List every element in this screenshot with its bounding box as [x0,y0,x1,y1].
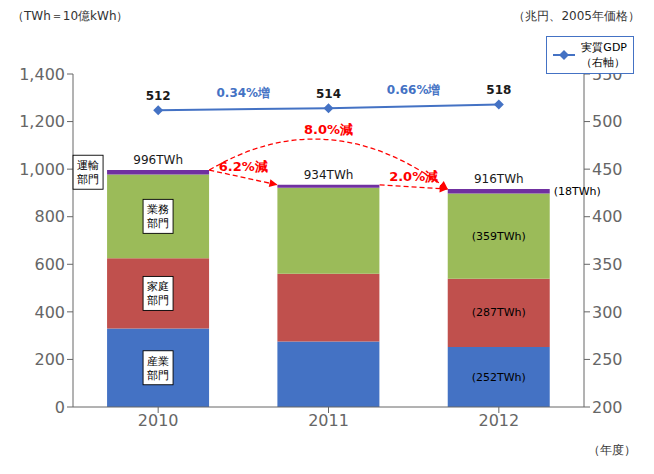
html-text:（兆円、2005年価格）: （兆円、2005年価格） [513,9,640,23]
svg-text:800: 800 [34,207,65,226]
svg-text:家庭部門: 家庭部門 [147,280,169,307]
svg-text:1,000: 1,000 [19,160,65,179]
svg-text:6.2%減: 6.2%減 [219,159,268,174]
svg-text:2010: 2010 [138,411,179,430]
svg-text:(18TWh): (18TWh) [554,185,601,198]
svg-text:450: 450 [592,160,623,179]
svg-text:600: 600 [34,255,65,274]
svg-text:産業部門: 産業部門 [147,354,169,381]
svg-text:550: 550 [592,65,623,84]
svg-text:400: 400 [34,303,65,322]
svg-text:500: 500 [592,112,623,131]
html-text:（右軸）: （右軸） [581,56,626,69]
svg-text:1,200: 1,200 [19,112,65,131]
svg-text:0.34%増: 0.34%増 [217,86,271,100]
svg-text:934TWh: 934TWh [304,168,354,182]
svg-text:(287TWh): (287TWh) [472,306,526,319]
svg-text:0: 0 [55,398,65,417]
svg-text:業務部門: 業務部門 [147,203,169,230]
svg-text:518: 518 [486,83,511,97]
svg-text:996TWh: 996TWh [133,153,183,167]
svg-text:250: 250 [592,350,623,369]
svg-text:8.0%減: 8.0%減 [304,122,353,137]
svg-text:運輸部門: 運輸部門 [77,159,99,186]
svg-text:0.66%増: 0.66%増 [387,83,441,97]
svg-text:200: 200 [34,350,65,369]
html-text:実質GDP: 実質GDP [581,41,627,54]
html-text:（TWh＝10億kWh）: （TWh＝10億kWh） [12,9,129,23]
svg-text:400: 400 [592,207,623,226]
html-text:（年度）: （年度） [588,443,636,457]
svg-text:1,400: 1,400 [19,65,65,84]
svg-text:350: 350 [592,255,623,274]
svg-text:(359TWh): (359TWh) [472,230,526,243]
svg-text:916TWh: 916TWh [474,172,524,186]
svg-text:514: 514 [316,87,341,101]
svg-text:2012: 2012 [478,411,519,430]
svg-text:2.0%減: 2.0%減 [389,169,438,184]
svg-text:512: 512 [146,89,171,103]
svg-text:300: 300 [592,303,623,322]
svg-text:(252TWh): (252TWh) [472,371,526,384]
svg-text:2011: 2011 [308,411,349,430]
svg-text:200: 200 [592,398,623,417]
